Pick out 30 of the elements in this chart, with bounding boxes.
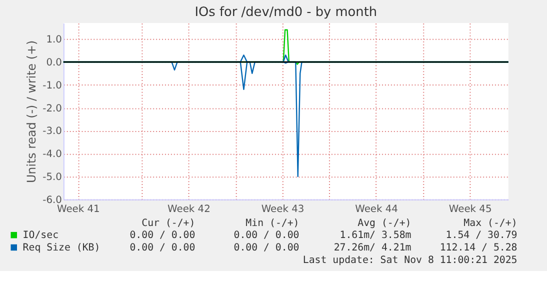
text: Avg (-/+) [358, 218, 412, 230]
text: 0.00 / 0.00 [130, 242, 196, 254]
x-tick-label: Week 42 [168, 204, 210, 215]
y-tick-label: 1.0 [46, 34, 62, 46]
legend-label: IO/sec [22, 230, 59, 242]
y-tick-label: -6.0 [42, 194, 62, 206]
x-tick-label: Week 41 [57, 204, 100, 215]
text: Cur (-/+) [142, 218, 196, 230]
text: 27.26m/ 4.21m [334, 242, 412, 254]
text: Last update: Sat Nov 8 11:00:21 2025 [302, 254, 518, 266]
text: 1.61m/ 3.58m [340, 230, 412, 242]
x-tick-label: Week 45 [448, 204, 492, 215]
y-tick-label: 0.0 [46, 57, 62, 68]
text: Min (-/+) [246, 218, 300, 230]
y-axis-title: Units read (-) / write (+) [24, 40, 39, 184]
y-tick-label: -2.0 [42, 103, 62, 114]
y-tick-label: -1.0 [42, 80, 62, 92]
y-tick-label: -3.0 [42, 126, 62, 138]
chart-title: IOs for /dev/md0 - by month [194, 5, 378, 20]
y-tick-label: -5.0 [42, 172, 62, 183]
legend-label: Req Size (KB) [22, 242, 100, 254]
text: 0.00 / 0.00 [234, 230, 300, 242]
text: 1.54 / 30.79 [446, 230, 518, 242]
text: Max (-/+) [464, 218, 518, 230]
x-tick-label: Week 44 [355, 204, 398, 215]
text: 0.00 / 0.00 [234, 242, 300, 254]
y-tick-label: -4.0 [42, 149, 62, 160]
x-tick-label: Week 43 [261, 204, 304, 215]
text: 112.14 / 5.28 [440, 242, 518, 254]
text: 0.00 / 0.00 [130, 230, 196, 242]
